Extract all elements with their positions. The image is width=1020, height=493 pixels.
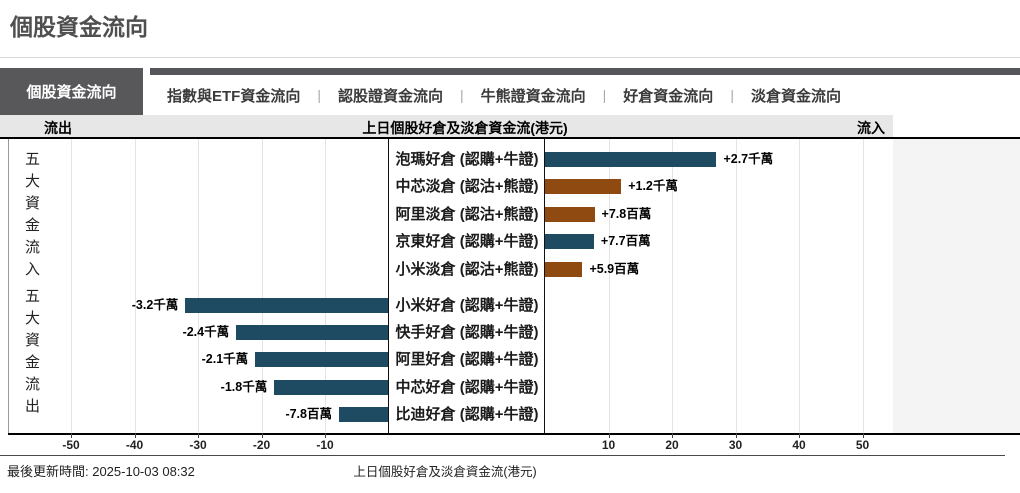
bar-value-label: +7.8百萬 <box>601 206 652 221</box>
outflow-bar <box>236 324 389 340</box>
grid-line <box>325 139 326 433</box>
x-axis-line <box>8 433 1020 435</box>
footer-chart-caption: 上日個股好倉及淡倉資金流(港元) <box>353 465 537 479</box>
plot-left-border <box>8 139 9 433</box>
outflow-group-label: 五大資金流出 <box>23 288 40 420</box>
title-divider <box>0 57 1020 58</box>
grid-line <box>261 139 263 433</box>
x-tick-label: -50 <box>62 438 80 452</box>
last-updated-text: 最後更新時間: 2025-10-03 08:32 <box>7 464 195 479</box>
tab-item[interactable]: 好倉資金流向 <box>623 87 714 105</box>
tab-active-label: 個股資金流向 <box>26 84 117 101</box>
bar-category-label: 小米淡倉 (認沽+熊證) <box>395 260 539 278</box>
x-tick-label: 50 <box>855 438 870 452</box>
outflow-bar <box>185 297 389 313</box>
x-axis-tick <box>862 433 864 438</box>
outflow-bar <box>338 407 389 423</box>
tab-separator: | <box>602 87 607 103</box>
page-title: 個股資金流向 <box>10 14 148 40</box>
x-axis-tick <box>261 433 263 438</box>
bar-value-label: +5.9百萬 <box>589 261 640 276</box>
bar-category-label: 阿里好倉 (認購+牛證) <box>395 351 539 369</box>
inflow-bar <box>545 234 594 250</box>
bar-value-label: -2.4千萬 <box>182 324 230 339</box>
x-axis-tick <box>608 433 610 438</box>
x-tick-label: 40 <box>792 438 806 452</box>
outflow-zero-axis <box>388 139 389 433</box>
bar-value-label: -2.1千萬 <box>201 352 249 367</box>
x-tick-label: 30 <box>728 438 743 452</box>
bar-category-label: 阿里淡倉 (認沽+熊證) <box>395 205 539 223</box>
x-tick-label: -30 <box>189 438 207 452</box>
bar-category-label: 中芯好倉 (認購+牛證) <box>395 378 539 396</box>
inflow-bar <box>545 261 583 277</box>
chart-title: 上日個股好倉及淡倉資金流(港元) <box>362 120 568 136</box>
grid-line <box>862 139 864 433</box>
outflow-header-label: 流出 <box>44 120 72 136</box>
chart-header-row: 流出 上日個股好倉及淡倉資金流(港元) 流入 <box>0 115 893 138</box>
tab-item[interactable]: 指數與ETF資金流向 <box>167 87 301 105</box>
tab-item[interactable]: 牛熊證資金流向 <box>480 87 586 105</box>
tab-individual-stock-flow-active[interactable]: 個股資金流向 <box>0 68 143 115</box>
tab-separator: | <box>317 87 321 103</box>
x-axis-tick <box>325 433 326 438</box>
x-axis-tick <box>672 433 673 438</box>
bar-value-label: +7.7百萬 <box>600 234 651 249</box>
tab-bar-top-strip <box>150 68 1020 75</box>
grid-line <box>71 139 72 433</box>
tab-bar: 指數與ETF資金流向 | 認股證資金流向 | 牛熊證資金流向 | 好倉資金流向 | 淡倉資金流向 <box>150 75 858 115</box>
x-tick-label: -40 <box>125 438 144 452</box>
bar-category-label: 中芯淡倉 (認沽+熊證) <box>395 178 539 196</box>
x-tick-label: 20 <box>665 438 679 452</box>
outflow-bar <box>255 352 389 368</box>
grid-line <box>735 139 737 433</box>
tab-separator: | <box>730 87 734 103</box>
bar-value-label: -3.2千萬 <box>131 297 179 312</box>
x-axis-tick <box>735 433 737 438</box>
grid-line <box>672 139 673 433</box>
bar-category-label: 比迪好倉 (認購+牛證) <box>395 406 539 424</box>
x-axis-tick <box>198 433 199 438</box>
outflow-bar <box>274 379 389 395</box>
x-tick-label: 10 <box>601 438 616 452</box>
bar-category-label: 小米好倉 (認購+牛證) <box>395 296 539 314</box>
bar-value-label: +1.2千萬 <box>628 179 678 194</box>
inflow-bar <box>545 179 622 195</box>
grid-line <box>799 139 800 433</box>
tab-separator: | <box>460 87 464 103</box>
bar-category-label: 泡瑪好倉 (認購+牛證) <box>395 151 539 168</box>
plot-right-panel <box>893 139 1020 433</box>
tab-item[interactable]: 認股證資金流向 <box>337 87 443 105</box>
grid-line <box>198 139 199 433</box>
bar-category-label: 快手好倉 (認購+牛證) <box>395 323 539 341</box>
x-tick-label: -20 <box>252 438 271 452</box>
x-tick-label: -10 <box>316 438 334 452</box>
bar-value-label: -7.8百萬 <box>285 407 332 422</box>
bar-category-label: 京東好倉 (認購+牛證) <box>395 233 539 251</box>
inflow-header-label: 流入 <box>857 120 885 136</box>
bar-value-label: +2.7千萬 <box>723 152 774 166</box>
x-axis-tick <box>799 433 800 438</box>
x-axis-tick <box>134 433 136 438</box>
bar-value-label: -1.8千萬 <box>220 379 268 394</box>
tab-item[interactable]: 淡倉資金流向 <box>750 87 841 105</box>
inflow-zero-axis <box>544 139 545 433</box>
footer-divider <box>0 455 1005 456</box>
x-axis-tick <box>71 433 72 438</box>
grid-line <box>134 139 136 433</box>
inflow-group-label: 五大資金流入 <box>23 151 40 283</box>
inflow-bar <box>545 206 595 222</box>
chart-top-border <box>0 137 1020 139</box>
grid-line <box>608 139 610 433</box>
inflow-bar <box>545 152 717 167</box>
